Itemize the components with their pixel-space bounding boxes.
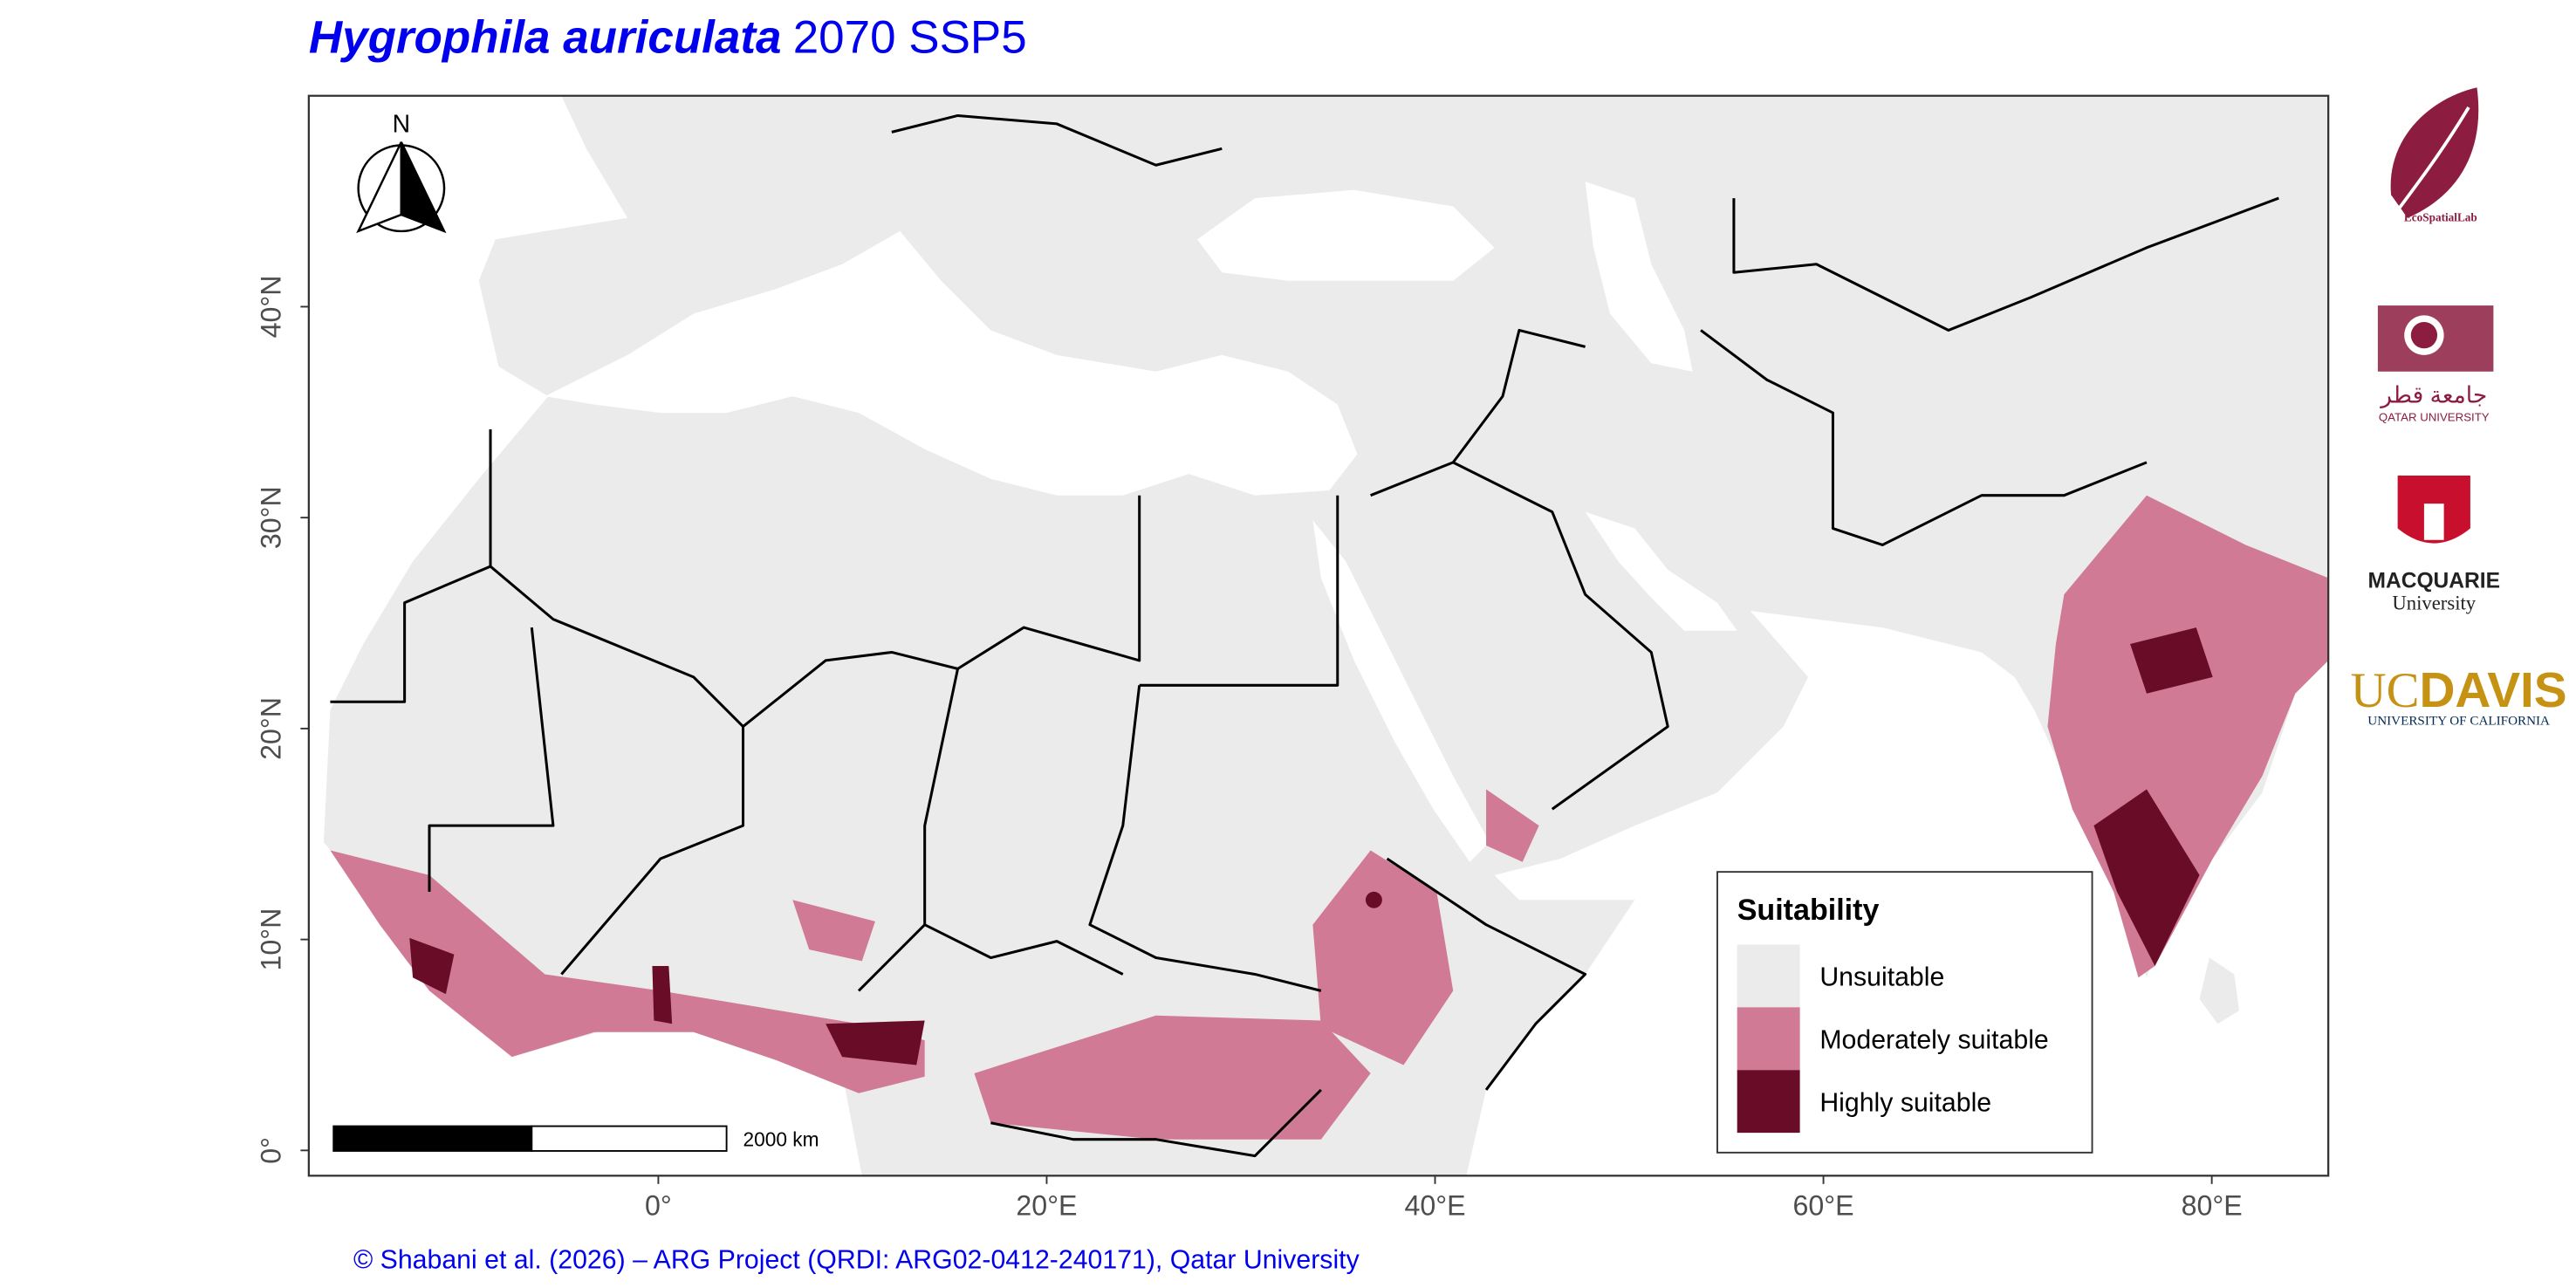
title-scenario: 2070 SSP5 bbox=[793, 12, 1027, 64]
y-tick-label: 10°N bbox=[256, 908, 287, 971]
border bbox=[891, 113, 1223, 167]
map-area bbox=[308, 95, 2329, 1176]
x-tick-label: 20°E bbox=[1016, 1190, 1077, 1222]
logo-text: UCDAVIS bbox=[2351, 663, 2567, 718]
caspian-sea bbox=[1585, 182, 1693, 372]
logo-leaf bbox=[2390, 87, 2479, 218]
legend-label: Unsuitable bbox=[1819, 963, 1944, 992]
border bbox=[1088, 685, 1322, 992]
legend-swatch bbox=[1737, 1070, 1800, 1134]
title: Hygrophila auriculata 2070 SSP5 bbox=[309, 12, 1027, 64]
logo-macquarie: MACQUARIE University bbox=[2367, 475, 2500, 613]
x-tick-label: 0° bbox=[645, 1190, 672, 1222]
y-tick-label: 0° bbox=[256, 1137, 287, 1164]
atlantic bbox=[308, 95, 862, 1176]
north-label: N bbox=[393, 110, 411, 138]
logo-text: EcoSpatialLab bbox=[2404, 211, 2477, 224]
scale-bar-black bbox=[332, 1125, 533, 1152]
logo-qatar-university: جامعة قطر QATAR UNIVERSITY bbox=[2377, 305, 2494, 424]
border bbox=[857, 668, 960, 992]
border bbox=[490, 495, 1141, 729]
border bbox=[924, 923, 1124, 976]
border bbox=[560, 726, 745, 976]
logo-lighthouse bbox=[2423, 504, 2444, 540]
legend-swatch bbox=[1737, 944, 1800, 1008]
logo-text: جامعة قطر bbox=[2379, 382, 2487, 409]
border bbox=[330, 429, 492, 703]
scale-bar: 2000 km bbox=[332, 1125, 819, 1152]
logo-ecospatiallab: EcoSpatialLab bbox=[2390, 87, 2479, 224]
zone-high bbox=[409, 937, 455, 995]
title-species: Hygrophila auriculata bbox=[309, 12, 782, 64]
zone-moderate bbox=[974, 1015, 1371, 1140]
black-sea bbox=[1196, 189, 1495, 281]
logo-text: QATAR UNIVERSITY bbox=[2379, 411, 2490, 424]
logo-text: UNIVERSITY OF CALIFORNIA bbox=[2367, 715, 2550, 729]
mediterranean bbox=[545, 230, 1358, 496]
legend-items: Unsuitable Moderately suitable Highly suit… bbox=[1737, 944, 2049, 1134]
logo-davis: DAVIS bbox=[2419, 663, 2566, 718]
zone-moderate bbox=[792, 900, 875, 962]
north-arrow: N bbox=[356, 110, 447, 234]
border bbox=[990, 1088, 1322, 1158]
zone-moderate bbox=[330, 850, 925, 1093]
zone-high bbox=[2130, 627, 2213, 694]
legend-swatch bbox=[1737, 1007, 1800, 1071]
logo-ucdavis: UCDAVIS UNIVERSITY OF CALIFORNIA bbox=[2351, 663, 2567, 729]
zone-moderate bbox=[1486, 789, 1539, 862]
zone-moderate bbox=[1312, 850, 1454, 1065]
x-tick-label: 60°E bbox=[1793, 1190, 1854, 1222]
logo-leaf-vein bbox=[2393, 106, 2470, 216]
border bbox=[1700, 329, 2148, 546]
zone-high bbox=[1365, 891, 1382, 908]
zone-high bbox=[652, 966, 673, 1024]
legend-label: Highly suitable bbox=[1819, 1089, 1991, 1118]
country-borders bbox=[330, 113, 2279, 1158]
caption: © Shabani et al. (2026) – ARG Project (Q… bbox=[353, 1245, 1360, 1274]
north-arrow-right bbox=[400, 141, 447, 234]
map-frame bbox=[307, 94, 2330, 1177]
zone-high bbox=[2093, 789, 2200, 966]
sri-lanka bbox=[2199, 957, 2239, 1024]
x-tick-label: 40°E bbox=[1404, 1190, 1465, 1222]
logo-text: University bbox=[2392, 592, 2476, 613]
zone-high bbox=[826, 1020, 925, 1065]
y-tick-label: 20°N bbox=[256, 697, 287, 760]
border bbox=[1386, 857, 1587, 1091]
legend-title: Suitability bbox=[1737, 894, 1880, 927]
suitability-zones bbox=[330, 495, 2329, 1140]
y-tick-label: 40°N bbox=[256, 276, 287, 339]
border bbox=[1139, 495, 1339, 687]
scale-bar-label: 2000 km bbox=[743, 1127, 819, 1150]
logo-text: MACQUARIE bbox=[2367, 570, 2500, 593]
legend-label: Moderately suitable bbox=[1819, 1026, 2048, 1055]
x-tick-label: 80°E bbox=[2182, 1190, 2243, 1222]
persian-gulf bbox=[1585, 511, 1737, 631]
logo-emblem-inner bbox=[2410, 322, 2438, 349]
legend: Suitability Unsuitable Moderately suitabl… bbox=[1716, 871, 2093, 1154]
border bbox=[1732, 196, 2279, 332]
border bbox=[1452, 328, 1586, 463]
scale-bar-white bbox=[531, 1125, 728, 1152]
red-sea bbox=[1312, 520, 1490, 862]
logo-uc: UC bbox=[2351, 663, 2420, 718]
axis-ticks: 0° 20°E 40°E 60°E 80°E 0° 10°N 20°N 30°N 40°N bbox=[256, 276, 2243, 1222]
border bbox=[428, 627, 555, 892]
y-tick-label: 30°N bbox=[256, 486, 287, 549]
